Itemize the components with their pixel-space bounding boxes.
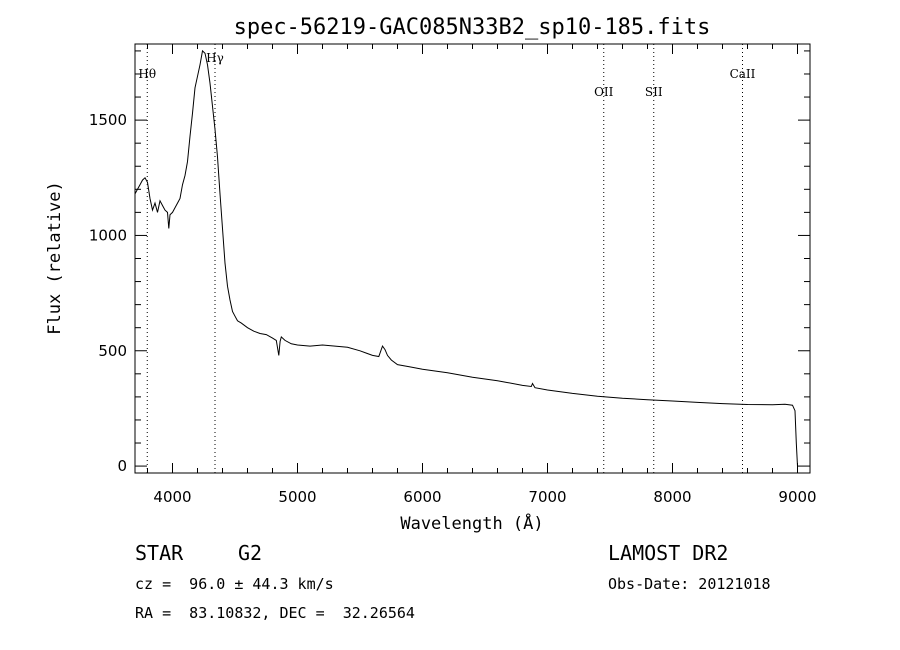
axis-tick-labels: 4000 5000 6000 7000 8000 9000 0 500 1000 1500 bbox=[89, 111, 817, 506]
obs-date: Obs-Date: 20121018 bbox=[608, 575, 771, 593]
y-tick-label: 500 bbox=[98, 342, 127, 360]
redshift-text: cz = 96.0 ± 44.3 km/s bbox=[135, 575, 334, 593]
spectrum-line bbox=[134, 49, 798, 467]
x-tick-label: 8000 bbox=[653, 488, 691, 506]
axis-ticks bbox=[135, 44, 810, 473]
spectral-line-label: CaII bbox=[730, 67, 756, 81]
object-class: STAR bbox=[135, 541, 184, 565]
x-tick-label: 5000 bbox=[278, 488, 316, 506]
spectral-line-markers: Hθ Hγ OII SII CaII bbox=[138, 44, 756, 473]
spectral-line-label: Hθ bbox=[138, 67, 156, 81]
chart-title: spec-56219-GAC085N33B2_sp10-185.fits bbox=[234, 15, 711, 40]
y-axis-label: Flux (relative) bbox=[45, 181, 65, 335]
x-tick-label: 6000 bbox=[403, 488, 441, 506]
x-tick-label: 9000 bbox=[778, 488, 816, 506]
y-tick-label: 1500 bbox=[89, 111, 127, 129]
survey-name: LAMOST DR2 bbox=[608, 541, 729, 565]
x-axis-label: Wavelength (Å) bbox=[400, 512, 543, 534]
plot-frame bbox=[134, 43, 811, 474]
x-tick-label: 7000 bbox=[528, 488, 566, 506]
subclass: G2 bbox=[238, 541, 263, 565]
spectral-line-label: Hγ bbox=[206, 51, 224, 65]
y-tick-label: 0 bbox=[117, 457, 127, 475]
spectral-line-label: OII bbox=[594, 85, 614, 99]
spectral-line-label: SII bbox=[645, 85, 663, 99]
coordinates: RA = 83.10832, DEC = 32.26564 bbox=[135, 604, 415, 622]
x-tick-label: 4000 bbox=[153, 488, 191, 506]
y-tick-label: 1000 bbox=[89, 226, 127, 244]
